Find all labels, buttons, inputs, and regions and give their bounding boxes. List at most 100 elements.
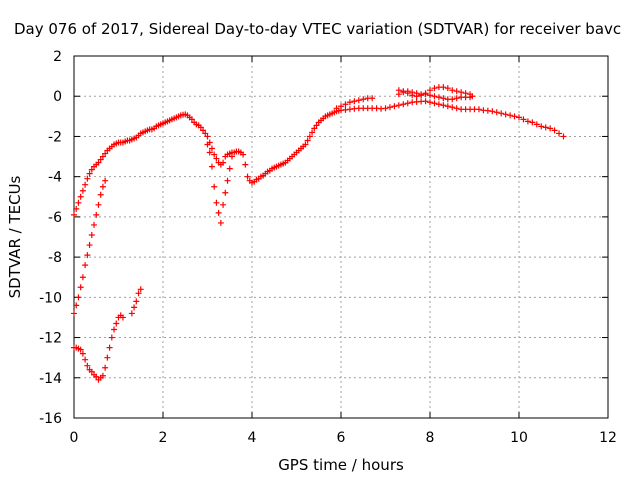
data-point bbox=[106, 344, 113, 351]
data-point bbox=[560, 133, 567, 140]
data-point bbox=[71, 310, 77, 317]
data-point bbox=[73, 205, 80, 212]
data-point bbox=[240, 151, 247, 158]
data-point bbox=[342, 106, 349, 113]
data-point bbox=[211, 151, 218, 158]
data-point bbox=[346, 106, 353, 113]
y-tick-label: -10 bbox=[39, 290, 62, 306]
data-point bbox=[391, 103, 398, 110]
data-point bbox=[188, 116, 195, 123]
data-point bbox=[502, 111, 509, 118]
data-point bbox=[211, 183, 218, 190]
series-arc-segment bbox=[333, 84, 476, 112]
x-tick-label: 0 bbox=[70, 430, 79, 446]
data-point bbox=[427, 87, 433, 94]
data-point bbox=[542, 124, 549, 131]
data-point bbox=[206, 149, 213, 156]
x-tick-label: 10 bbox=[510, 430, 528, 446]
data-point bbox=[400, 89, 407, 96]
data-point bbox=[413, 90, 420, 97]
data-point bbox=[86, 170, 93, 177]
x-tick-label: 8 bbox=[426, 430, 435, 446]
data-point bbox=[200, 127, 207, 134]
data-point bbox=[197, 124, 204, 131]
data-point bbox=[75, 199, 82, 206]
data-points bbox=[71, 84, 567, 383]
x-axis-label: GPS time / hours bbox=[278, 456, 404, 474]
data-point bbox=[369, 95, 376, 102]
data-point bbox=[99, 153, 106, 160]
series-main bbox=[71, 98, 567, 218]
data-point bbox=[222, 189, 229, 196]
grid bbox=[74, 56, 608, 418]
data-point bbox=[228, 153, 235, 160]
data-point bbox=[475, 106, 482, 113]
data-point bbox=[213, 199, 220, 206]
data-point bbox=[444, 85, 451, 92]
data-point bbox=[84, 362, 91, 369]
data-point bbox=[529, 119, 536, 126]
data-point bbox=[431, 100, 438, 107]
data-point bbox=[204, 141, 211, 148]
x-tick-label: 12 bbox=[599, 430, 617, 446]
data-point bbox=[93, 373, 100, 380]
data-point bbox=[77, 193, 84, 200]
data-point bbox=[91, 221, 98, 228]
data-point bbox=[244, 173, 251, 180]
data-point bbox=[346, 99, 353, 106]
data-point bbox=[355, 97, 362, 104]
data-point bbox=[102, 150, 109, 157]
y-tick-label: -2 bbox=[48, 129, 62, 145]
data-point bbox=[95, 201, 102, 208]
data-point bbox=[453, 95, 460, 102]
data-point bbox=[440, 84, 447, 91]
data-point bbox=[79, 274, 86, 281]
data-point bbox=[435, 101, 442, 108]
data-point bbox=[547, 125, 554, 132]
data-point bbox=[102, 364, 109, 371]
data-point bbox=[351, 98, 358, 105]
y-tick-label: -4 bbox=[48, 170, 62, 186]
data-point bbox=[93, 211, 100, 218]
data-point bbox=[449, 87, 456, 94]
x-tick-label: 2 bbox=[159, 430, 168, 446]
data-point bbox=[422, 98, 429, 105]
data-point bbox=[95, 159, 102, 166]
data-point bbox=[108, 334, 115, 341]
data-point bbox=[440, 102, 447, 109]
data-point bbox=[524, 118, 531, 125]
data-point bbox=[449, 104, 456, 111]
y-tick-labels: 2 0 -2 -4 -6 -8 -10 -12 -14 -16 bbox=[39, 49, 62, 427]
data-point bbox=[551, 127, 558, 134]
data-point bbox=[111, 326, 118, 333]
data-point bbox=[226, 165, 233, 172]
data-point bbox=[82, 181, 89, 188]
data-point bbox=[342, 101, 349, 108]
x-tick-label: 4 bbox=[248, 430, 257, 446]
series-lower-branch-1 bbox=[71, 177, 109, 317]
data-point bbox=[97, 156, 104, 163]
data-point bbox=[82, 356, 89, 363]
data-point bbox=[360, 96, 367, 103]
data-point bbox=[395, 102, 402, 109]
data-point bbox=[242, 161, 249, 168]
x-tick-labels: 0 2 4 6 8 10 12 bbox=[70, 430, 617, 446]
data-point bbox=[220, 201, 227, 208]
data-point bbox=[84, 252, 91, 259]
data-point bbox=[484, 107, 491, 114]
data-point bbox=[133, 298, 140, 305]
data-point bbox=[404, 88, 411, 95]
data-point bbox=[304, 137, 311, 144]
data-point bbox=[444, 103, 451, 110]
data-point bbox=[382, 105, 389, 112]
series-dip-around-3h bbox=[204, 141, 235, 226]
data-point bbox=[131, 304, 138, 311]
data-point bbox=[404, 100, 411, 107]
data-point bbox=[220, 159, 227, 166]
data-point bbox=[217, 219, 224, 226]
data-point bbox=[435, 94, 442, 101]
data-point bbox=[458, 89, 465, 96]
y-axis-label: SDTVAR / TECUs bbox=[6, 175, 24, 298]
x-tick-label: 6 bbox=[337, 430, 346, 446]
